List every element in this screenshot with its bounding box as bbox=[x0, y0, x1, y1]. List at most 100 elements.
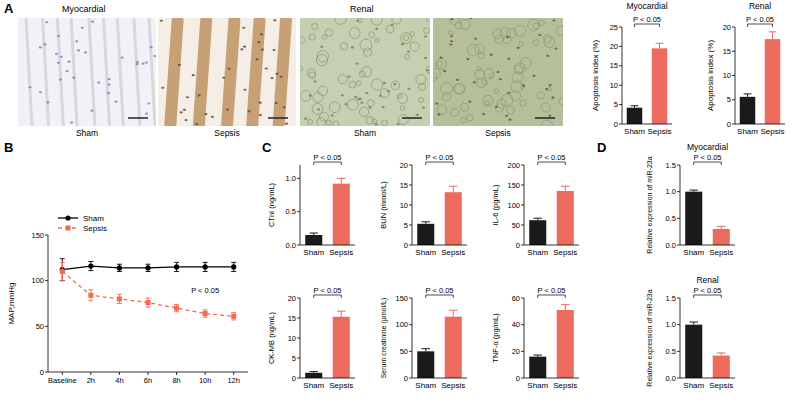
y-axis bbox=[680, 298, 681, 378]
fiber-band bbox=[272, 18, 292, 126]
y-tick bbox=[619, 124, 622, 125]
tubule bbox=[386, 25, 394, 33]
nucleus bbox=[285, 123, 288, 125]
y-tick bbox=[297, 245, 300, 246]
nucleus bbox=[382, 106, 385, 108]
nucleus bbox=[507, 58, 510, 60]
legend: ShamSepsis bbox=[58, 214, 107, 233]
nucleus bbox=[304, 118, 307, 120]
x-tick-label: Sham bbox=[527, 381, 548, 390]
error-bar bbox=[717, 353, 726, 356]
line-chart: 050100150MAP,mmHgBaseline2h4h6h8h10h12hS… bbox=[7, 214, 248, 385]
tubule bbox=[449, 31, 453, 35]
significance-bracket bbox=[426, 295, 454, 298]
error-bar bbox=[533, 218, 542, 220]
y-tick bbox=[297, 318, 300, 319]
bar-chart: 0.00.51.01.5Relative expression of miR-2… bbox=[646, 142, 735, 257]
x-tick-label: 12h bbox=[227, 376, 240, 385]
y-axis bbox=[680, 165, 681, 245]
error-bar bbox=[203, 310, 208, 317]
x-axis bbox=[524, 245, 579, 246]
nucleus bbox=[355, 63, 358, 65]
nucleus bbox=[439, 56, 442, 58]
tubule bbox=[312, 23, 318, 29]
nucleus bbox=[275, 102, 278, 104]
nucleus bbox=[153, 55, 156, 57]
nucleus bbox=[482, 113, 485, 115]
nucleus bbox=[499, 78, 502, 80]
fiber bbox=[26, 18, 32, 126]
y-axis-label: TNF-α (pg/mL) bbox=[491, 313, 500, 363]
x-tick-label: Sham bbox=[624, 127, 645, 136]
nucleus bbox=[147, 102, 150, 104]
error-bar bbox=[88, 261, 93, 270]
tubule bbox=[520, 100, 526, 106]
tubule bbox=[375, 38, 379, 42]
y-tick-label: 0.5 bbox=[666, 214, 676, 223]
tubule bbox=[308, 119, 313, 124]
nucleus bbox=[279, 76, 282, 78]
tubule bbox=[515, 25, 526, 36]
tubule bbox=[367, 100, 374, 107]
nucleus bbox=[178, 64, 181, 66]
nucleus bbox=[247, 110, 250, 112]
legend-marker bbox=[66, 226, 71, 231]
error-bar bbox=[717, 226, 726, 229]
nucleus bbox=[197, 94, 200, 96]
image-group-title: Myocardial bbox=[62, 4, 106, 14]
y-tick bbox=[619, 104, 622, 105]
fiber bbox=[43, 18, 49, 126]
nucleus bbox=[375, 123, 378, 125]
tubule bbox=[543, 35, 551, 43]
y-tick-label: 5 bbox=[614, 100, 618, 109]
nucleus bbox=[265, 67, 268, 69]
x-tick bbox=[90, 372, 91, 375]
nucleus bbox=[46, 101, 49, 103]
nucleus bbox=[449, 43, 452, 45]
y-tick-label: 10 bbox=[610, 81, 618, 90]
y-tick bbox=[677, 218, 680, 219]
tubule bbox=[442, 92, 450, 100]
marks bbox=[740, 32, 781, 124]
y-axis-label: Relative expression of miR-23a bbox=[646, 156, 654, 253]
fiber bbox=[71, 18, 77, 126]
x-tick-label: 4h bbox=[115, 376, 123, 385]
nucleus bbox=[160, 20, 163, 22]
tubule bbox=[556, 26, 563, 35]
tubule bbox=[433, 73, 437, 81]
micrograph-bg bbox=[18, 18, 156, 126]
chart-title: Renal bbox=[749, 1, 771, 11]
error-bar bbox=[231, 262, 236, 271]
bar bbox=[713, 229, 730, 245]
nucleus bbox=[383, 82, 386, 84]
y-tick-label: 100 bbox=[395, 320, 408, 329]
tubule bbox=[359, 107, 368, 116]
x-tick-label: Sepsis bbox=[441, 381, 465, 390]
micrograph bbox=[158, 18, 296, 126]
nucleus bbox=[341, 94, 344, 96]
micrograph-bg bbox=[300, 18, 430, 126]
tubule bbox=[419, 98, 424, 103]
y-tick bbox=[677, 324, 680, 325]
y-tick bbox=[677, 191, 680, 192]
tubule bbox=[477, 78, 487, 88]
nucleus bbox=[255, 58, 258, 60]
error-bar bbox=[631, 106, 639, 108]
nucleus bbox=[72, 77, 75, 79]
y-axis bbox=[48, 235, 49, 372]
bar bbox=[305, 373, 322, 378]
fiber bbox=[134, 18, 140, 126]
y-tick bbox=[619, 46, 622, 47]
y-tick bbox=[297, 378, 300, 379]
error-bar bbox=[88, 290, 93, 301]
bar bbox=[685, 325, 702, 378]
y-tick-label: 0.5 bbox=[666, 347, 676, 356]
scale-bar bbox=[268, 117, 288, 119]
tubule bbox=[533, 40, 539, 46]
x-tick-label: Sepsis bbox=[709, 381, 733, 390]
marks bbox=[627, 43, 668, 124]
tubule bbox=[398, 115, 408, 125]
micrograph bbox=[300, 18, 430, 126]
nucleus bbox=[522, 85, 525, 87]
y-tick-label: 1.0 bbox=[666, 320, 676, 329]
